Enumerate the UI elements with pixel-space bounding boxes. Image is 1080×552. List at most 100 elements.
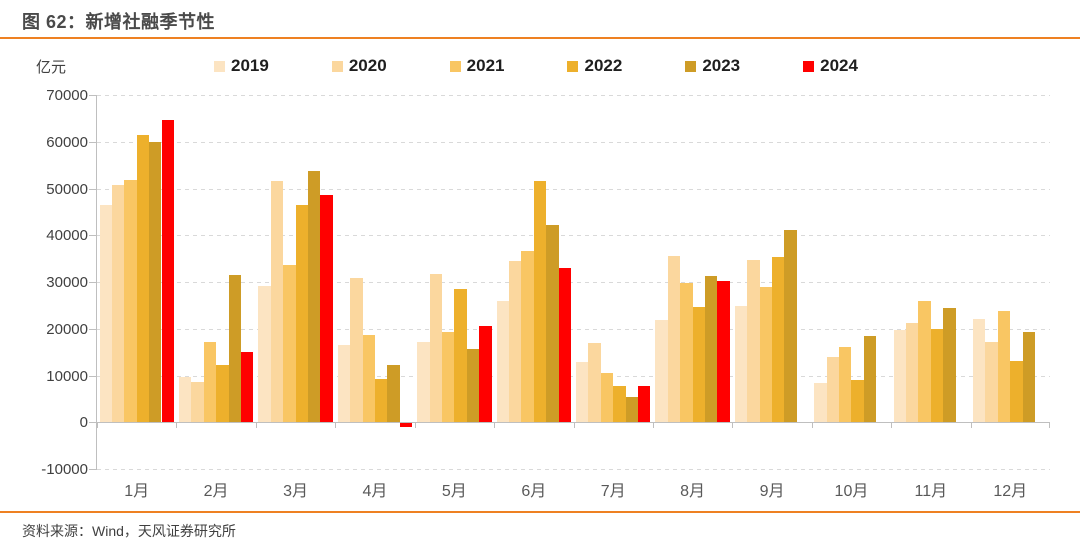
legend-item-2019: 2019	[214, 56, 269, 76]
bar-2023-5月	[466, 349, 480, 423]
bar-2024-4月	[399, 423, 413, 427]
gridline	[97, 235, 1050, 237]
bar-2021-1月	[124, 180, 137, 423]
bar-group-1月	[97, 95, 176, 469]
y-axis-tick-label: 60000	[46, 133, 88, 151]
gridline	[97, 469, 1050, 470]
legend-item-2024: 2024	[803, 56, 858, 76]
y-axis-tick	[89, 469, 96, 470]
bar-2023-1月	[149, 142, 162, 423]
x-axis-label-5月: 5月	[441, 483, 467, 500]
x-axis-label-2月: 2月	[203, 483, 229, 500]
bar-group-11月	[891, 95, 970, 469]
title-divider-rule	[0, 37, 1080, 39]
bar-2022-10月	[851, 379, 864, 423]
footer-divider-rule	[0, 511, 1080, 513]
source-note: 资料来源：Wind，天风证券研究所	[22, 523, 236, 539]
bar-2021-6月	[521, 250, 534, 423]
bar-2020-2月	[191, 382, 204, 423]
x-axis-label-1月: 1月	[124, 483, 150, 500]
gridline	[97, 141, 1050, 143]
bar-2019-1月	[99, 204, 112, 423]
bar-2021-10月	[839, 346, 852, 423]
legend-swatch-2019	[214, 60, 225, 72]
x-axis-tick	[494, 422, 496, 429]
bar-2023-7月	[625, 397, 638, 423]
y-axis-tick	[89, 282, 96, 283]
bar-group-9月	[732, 95, 811, 469]
y-axis-tick	[89, 95, 96, 96]
bar-2024-3月	[320, 194, 333, 423]
legend-item-2023: 2023	[685, 56, 740, 76]
legend-swatch-2021	[449, 60, 461, 72]
x-axis-tick	[176, 422, 178, 429]
legend-swatch-2024	[803, 60, 815, 72]
bar-2021-4月	[362, 335, 375, 423]
legend-label-2022: 2022	[584, 56, 623, 75]
bar-2021-2月	[203, 342, 217, 423]
x-axis-tick	[732, 422, 734, 429]
x-axis-tick	[335, 422, 337, 429]
figure-title: 图 62：新增社融季节性	[22, 12, 216, 32]
x-axis-label-7月: 7月	[600, 483, 626, 500]
bar-2022-6月	[533, 180, 547, 423]
bar-2023-10月	[863, 336, 877, 423]
bar-group-12月	[971, 95, 1050, 469]
bar-2023-3月	[307, 170, 321, 423]
x-axis-tick	[1049, 422, 1050, 429]
bar-2020-3月	[270, 181, 284, 423]
legend-swatch-2022	[567, 60, 579, 72]
legend-label-2020: 2020	[348, 56, 387, 75]
bar-2022-12月	[1010, 361, 1023, 423]
y-axis-tick-label: 40000	[46, 227, 88, 245]
y-axis-tick-label: -10000	[41, 461, 88, 478]
bar-2019-4月	[337, 344, 351, 423]
bar-2020-1月	[111, 185, 125, 423]
bar-2022-1月	[136, 134, 150, 423]
bar-2022-7月	[613, 386, 626, 423]
bar-2023-2月	[228, 274, 241, 423]
plot-area	[89, 95, 1050, 470]
y-axis-tick-label: 50000	[46, 180, 88, 198]
x-axis-tick	[652, 422, 654, 429]
x-axis-tick	[255, 422, 257, 429]
bar-2021-9月	[759, 286, 773, 423]
legend-swatch-2023	[685, 60, 697, 72]
bar-2024-2月	[240, 352, 254, 423]
bar-2019-3月	[258, 285, 271, 423]
bar-2021-5月	[441, 332, 455, 423]
bar-2023-6月	[546, 224, 559, 423]
legend-label-2024: 2024	[820, 56, 858, 75]
y-axis-unit-label: 亿元	[36, 59, 67, 76]
bar-2022-4月	[374, 379, 388, 423]
bar-2022-5月	[454, 289, 467, 423]
bar-2019-10月	[814, 382, 827, 423]
x-axis-label-3月: 3月	[283, 483, 308, 500]
bar-2021-11月	[918, 301, 931, 423]
legend-item-2022: 2022	[567, 56, 622, 76]
gridline	[97, 328, 1050, 330]
bar-group-6月	[494, 95, 573, 469]
y-axis-tick-label: 10000	[46, 367, 88, 385]
y-axis-tick	[89, 422, 96, 424]
bar-2019-7月	[576, 361, 589, 423]
bar-2019-12月	[973, 319, 986, 423]
chart-legend: 2019 2020 2021 2022 2023 2024	[214, 56, 858, 76]
y-axis-tick-label: 20000	[46, 320, 88, 338]
y-axis-tick	[89, 375, 96, 377]
bar-2023-8月	[705, 276, 718, 423]
bar-2019-2月	[178, 376, 192, 423]
bar-2022-2月	[216, 365, 229, 423]
bar-2020-10月	[826, 356, 840, 423]
x-axis-tick	[811, 422, 813, 429]
bar-2021-7月	[600, 372, 614, 423]
x-axis-tick	[891, 422, 893, 429]
x-axis-label-10月: 10月	[834, 483, 869, 500]
bar-2021-12月	[997, 311, 1011, 423]
bar-2021-8月	[680, 283, 693, 423]
bar-group-2月	[176, 95, 255, 469]
x-axis-label-8月: 8月	[680, 483, 706, 500]
bar-2020-4月	[350, 277, 363, 423]
bar-group-10月	[812, 95, 891, 469]
